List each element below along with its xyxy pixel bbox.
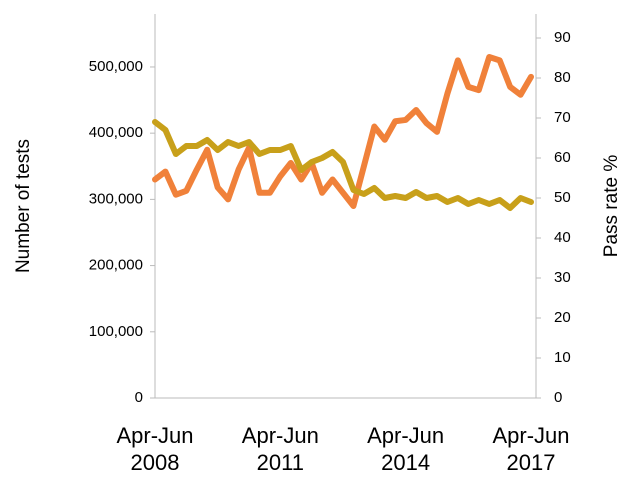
x-tick-label: Apr-Jun 2017 bbox=[492, 423, 570, 475]
y2-tick-label: 30 bbox=[554, 269, 571, 286]
y-axis-title: Number of tests bbox=[13, 139, 34, 273]
x-tick-label: Apr-Jun 2011 bbox=[241, 423, 319, 475]
series-line bbox=[152, 54, 534, 209]
y2-tick-label: 80 bbox=[554, 69, 571, 86]
y2-axis-title: Pass rate % bbox=[601, 155, 622, 258]
x-tick-label: Apr-Jun 2008 bbox=[116, 423, 194, 475]
y2-tick-label: 90 bbox=[554, 29, 571, 46]
y-tick-label: 200,000 bbox=[89, 257, 143, 274]
x-tick-label: Apr-Jun 2014 bbox=[367, 423, 445, 475]
y-tick-label: 400,000 bbox=[89, 124, 143, 141]
series-line bbox=[152, 119, 534, 211]
y-tick-label: 300,000 bbox=[89, 190, 143, 207]
y2-tick-label: 60 bbox=[554, 149, 571, 166]
y2-tick-label: 40 bbox=[554, 229, 571, 246]
y2-tick-label: 50 bbox=[554, 189, 571, 206]
y2-tick-label: 0 bbox=[554, 389, 562, 406]
y-tick-label: 500,000 bbox=[89, 58, 143, 75]
y2-tick-label: 10 bbox=[554, 349, 571, 366]
y-tick-label: 100,000 bbox=[89, 323, 143, 340]
y-tick-label: 0 bbox=[135, 389, 143, 406]
y2-tick-label: 20 bbox=[554, 309, 571, 326]
y2-tick-label: 70 bbox=[554, 109, 571, 126]
